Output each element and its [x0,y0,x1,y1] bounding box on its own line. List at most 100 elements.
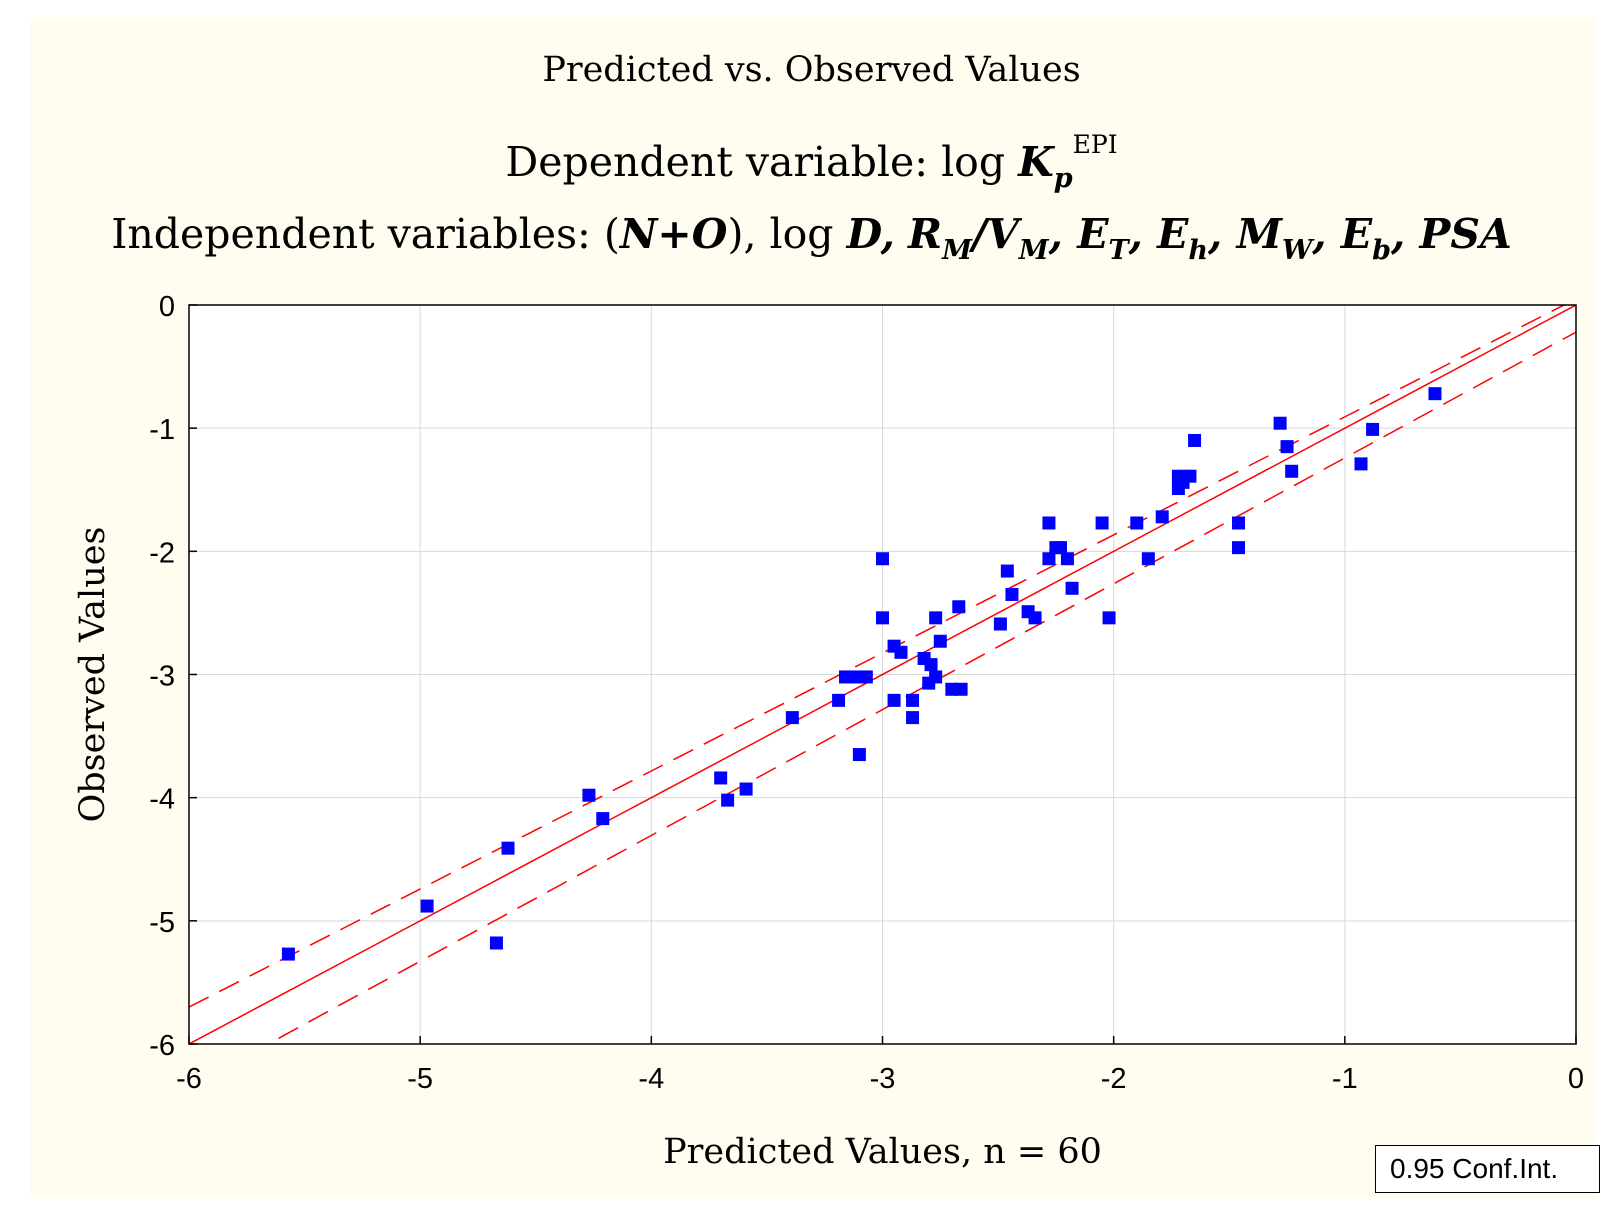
data-point [1005,587,1019,601]
data-point [714,771,728,785]
x-tick-label: -1 [1332,1063,1358,1095]
data-point [501,841,515,855]
independent-eb-sub: b [1372,235,1391,266]
x-tick-label: 0 [1568,1063,1584,1095]
independent-d: D, [846,210,895,258]
dependent-var-sup: EPI [1072,130,1118,159]
independent-no: N+O [619,210,728,258]
independent-eh: , E [1128,210,1189,258]
dependent-prefix: Dependent variable: log [505,138,1019,186]
data-point [924,658,938,672]
x-tick-label: -5 [407,1063,433,1095]
data-point [954,682,968,696]
chart-subtitle-independent: Independent variables: (N+O), log D, RM/… [0,210,1623,266]
data-point [281,947,295,961]
dependent-var: K [1018,138,1054,186]
independent-mw-sub: W [1281,235,1313,266]
independent-after-no: ), log [727,210,847,258]
data-point [1428,387,1442,401]
data-point [1285,464,1299,478]
y-tick-label: -6 [149,1030,175,1062]
data-point [906,711,920,725]
data-point [859,670,873,684]
data-point [596,812,610,826]
data-point [721,793,735,807]
data-point [420,899,434,913]
independent-slash-v: /V [971,210,1019,258]
data-point [894,645,908,659]
data-point [848,670,862,684]
legend: 0.95 Conf.Int. [1375,1145,1600,1193]
y-axis-label: Observed Values [73,527,113,823]
data-point [852,748,866,762]
independent-r: R [908,210,943,258]
data-point [1231,516,1245,530]
fit-line [189,305,1576,1044]
x-axis-ticks: -6 -5 -4 -3 -2 -1 0 [176,1036,1584,1095]
independent-v-sub: M [1018,235,1049,266]
dependent-var-sub: p [1053,163,1073,194]
data-point [1042,516,1056,530]
x-tick-label: -4 [638,1063,664,1095]
data-point [1366,422,1380,436]
data-point [1000,564,1014,578]
y-tick-label: -3 [149,661,175,693]
data-point [785,711,799,725]
independent-eb: , E [1312,210,1373,258]
data-point [952,600,966,614]
data-point [1042,552,1056,566]
data-point [1130,516,1144,530]
data-point [1188,433,1202,447]
data-point [906,693,920,707]
data-point [887,693,901,707]
independent-et: , E [1048,210,1109,258]
data-point [1354,457,1368,471]
y-tick-label: 0 [159,291,175,323]
data-point [489,936,503,950]
x-tick-label: -6 [176,1063,202,1095]
data-point [739,782,753,796]
data-point [582,788,596,802]
independent-prefix: Independent variables: ( [111,210,620,258]
y-tick-label: -5 [149,907,175,939]
data-point [1028,611,1042,625]
data-point [1060,552,1074,566]
data-points [281,387,1442,961]
independent-psa: , PSA [1391,210,1512,258]
data-point [929,611,943,625]
data-point [929,670,943,684]
x-axis-label: Predicted Values, n = 60 [663,1132,1102,1172]
data-point [933,634,947,648]
y-tick-label: -2 [149,537,175,569]
data-point [1231,541,1245,555]
data-point [1141,552,1155,566]
independent-mw: , M [1208,210,1282,258]
data-point [1102,611,1116,625]
data-point [876,611,889,625]
data-point [1065,581,1079,595]
data-point [1053,541,1067,555]
y-tick-label: -4 [149,784,175,816]
y-axis-ticks: 0 -1 -2 -3 -4 -5 -6 [149,291,197,1062]
conf-band-upper [189,305,1566,1008]
chart-subtitle-dependent: Dependent variable: log Kp EPI [0,130,1623,194]
data-point [1273,416,1287,430]
data-point [832,693,846,707]
independent-r-sub: M [942,235,972,266]
data-point [1155,510,1169,524]
data-point [1095,516,1109,530]
independent-et-sub: T [1108,235,1129,266]
data-point [1280,440,1294,454]
legend-label: 0.95 Conf.Int. [1390,1153,1559,1184]
x-tick-label: -2 [1101,1063,1127,1095]
fit-line-group [189,305,1576,1044]
confidence-band [189,305,1576,1044]
data-point [1183,469,1197,483]
data-point [876,552,889,566]
conf-band-lower [266,331,1576,1044]
y-tick-label: -1 [149,414,175,446]
chart-title: Predicted vs. Observed Values [542,50,1081,90]
x-tick-label: -3 [870,1063,896,1095]
data-point [993,617,1007,631]
